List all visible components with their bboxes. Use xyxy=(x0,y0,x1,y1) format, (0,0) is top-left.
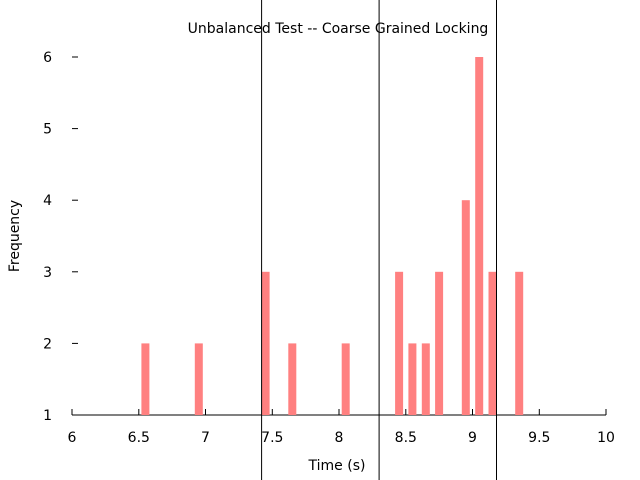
bar-3 xyxy=(288,343,297,415)
bar-2 xyxy=(261,271,270,415)
bars-group xyxy=(141,57,524,415)
bar-5 xyxy=(395,271,404,415)
y-tick-label-5: 6 xyxy=(43,50,52,66)
x-tick-label-6: 9 xyxy=(468,430,477,446)
x-tick-label-7: 9.5 xyxy=(528,430,550,446)
x-tick-label-4: 8 xyxy=(335,430,344,446)
bar-0 xyxy=(141,343,150,415)
bar-1 xyxy=(194,343,203,415)
vertical-lines-group xyxy=(261,0,497,480)
x-ticks-group: 6 6.5 7 7.5 8 8.5 9 9.5 10 xyxy=(68,409,615,446)
y-tick-label-4: 5 xyxy=(43,122,52,138)
chart-title: Unbalanced Test -- Coarse Grained Lockin… xyxy=(188,21,489,37)
y-tick-label-0: 1 xyxy=(43,408,52,424)
bar-6 xyxy=(408,343,417,415)
bar-8 xyxy=(435,271,444,415)
y-axis-label: Frequency xyxy=(7,200,23,272)
bar-9 xyxy=(461,200,470,415)
x-tick-label-5: 8.5 xyxy=(395,430,417,446)
bar-11 xyxy=(488,271,497,415)
bar-12 xyxy=(515,271,524,415)
y-tick-label-2: 3 xyxy=(43,265,52,281)
x-tick-label-0: 6 xyxy=(68,430,77,446)
x-tick-label-1: 6.5 xyxy=(128,430,150,446)
y-ticks-group: 1 2 3 4 5 6 xyxy=(43,50,78,424)
bar-10 xyxy=(475,57,484,415)
x-tick-label-3: 7.5 xyxy=(261,430,283,446)
x-axis-label: Time (s) xyxy=(308,458,366,474)
y-tick-label-3: 4 xyxy=(43,193,52,209)
x-tick-label-8: 10 xyxy=(597,430,615,446)
y-tick-label-1: 2 xyxy=(43,336,52,352)
bar-7 xyxy=(421,343,430,415)
x-tick-label-2: 7 xyxy=(201,430,210,446)
bar-4 xyxy=(341,343,350,415)
